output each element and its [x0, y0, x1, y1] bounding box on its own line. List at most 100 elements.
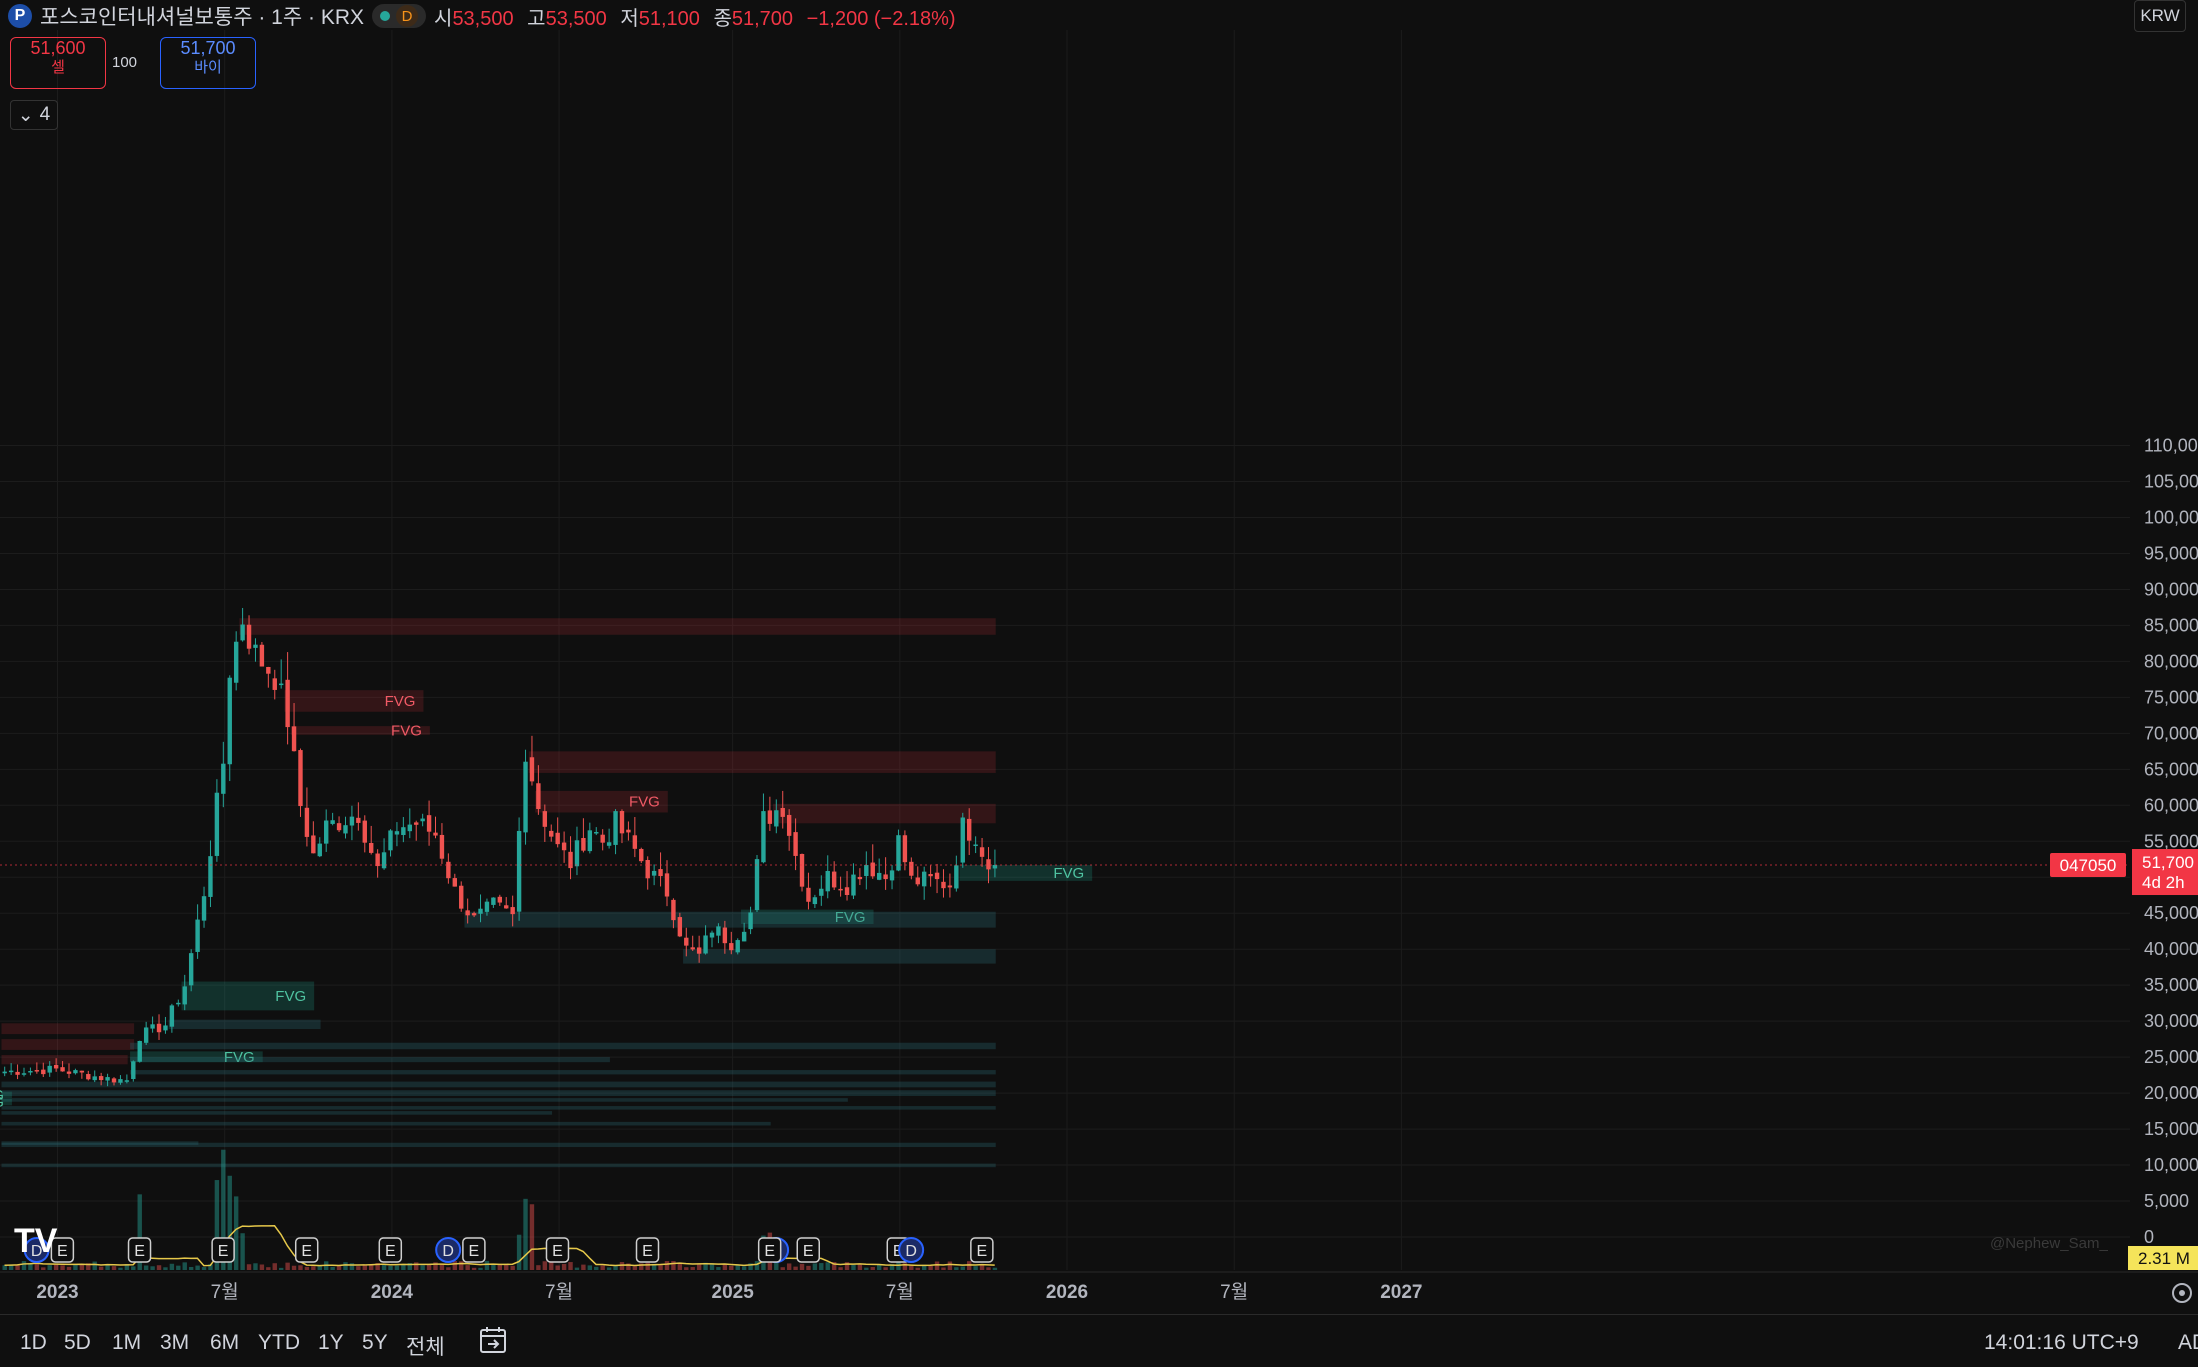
range-1m[interactable]: 1M: [112, 1331, 142, 1354]
volume-bar: [555, 1265, 560, 1270]
price-tick-label: 100,000: [2144, 508, 2198, 528]
volume-bar: [677, 1262, 683, 1270]
candle-body: [941, 881, 946, 889]
candle-body: [651, 870, 657, 876]
author-watermark: @Nephew_Sam_: [1990, 1235, 2108, 1252]
symbol-tag: [2050, 853, 2126, 878]
volume-bar: [433, 1262, 438, 1270]
candle-body: [375, 853, 380, 867]
ohlc-low: 51,100: [638, 7, 700, 30]
fvg-zone: [284, 690, 424, 712]
volume-bar: [510, 1265, 515, 1270]
fvg-zone: [528, 751, 996, 773]
candle-body: [446, 861, 451, 879]
volume-bar: [343, 1262, 348, 1270]
symbol-header[interactable]: P 포스코인터내셔널보통주 · 1주 · KRX D 시53,500 고53,5…: [8, 2, 964, 30]
volume-bar: [375, 1263, 380, 1270]
candle-body: [529, 757, 535, 782]
event-marker-label: E: [764, 1243, 775, 1260]
volume-bar: [606, 1267, 612, 1270]
earnings-marker: [462, 1237, 486, 1263]
volume-bar: [420, 1265, 425, 1270]
candle-body: [774, 810, 779, 827]
fvg-label: FVG: [0, 1087, 4, 1104]
sell-button[interactable]: 51,600 셀: [10, 37, 106, 89]
volume-bar: [793, 1266, 798, 1270]
candle-body: [664, 873, 670, 897]
candle-body: [696, 947, 702, 954]
chevron-down-icon: ⌄: [17, 104, 34, 126]
buy-button[interactable]: 51,700 바이: [160, 37, 256, 89]
candle-body: [915, 877, 920, 885]
candle-body: [420, 818, 425, 822]
candle-body: [330, 820, 335, 824]
candle-body: [954, 865, 959, 889]
volume-bar: [86, 1263, 91, 1270]
candle-body: [921, 871, 927, 887]
candle-body: [735, 940, 740, 953]
goto-date-icon[interactable]: [478, 1324, 510, 1356]
candle-body: [201, 896, 207, 921]
market-open-dot: [380, 11, 391, 21]
volume-bar: [471, 1267, 477, 1270]
volume-bar: [844, 1262, 850, 1270]
range-5d[interactable]: 5D: [64, 1331, 91, 1354]
clock[interactable]: 14:01:16 UTC+9: [1984, 1331, 2139, 1354]
range-6m[interactable]: 6M: [210, 1331, 240, 1354]
price-tick-label: 30,000: [2144, 1011, 2198, 1031]
indicators-toggle[interactable]: ⌄ 4: [10, 100, 58, 130]
volume-bar: [195, 1265, 200, 1270]
volume-bar: [414, 1262, 419, 1270]
volume-bar: [516, 1234, 522, 1270]
range-1d[interactable]: 1D: [20, 1331, 47, 1354]
range-all[interactable]: 전체: [406, 1336, 445, 1359]
candle-body: [960, 817, 965, 863]
candle-body: [92, 1076, 97, 1081]
candle-body: [156, 1023, 162, 1033]
volume-bar: [124, 1264, 130, 1270]
range-1y[interactable]: 1Y: [318, 1331, 344, 1354]
candle-body: [41, 1069, 46, 1075]
time-tick-label: 7월: [211, 1281, 239, 1303]
volume-bar: [278, 1267, 284, 1270]
currency-button[interactable]: KRW: [2134, 0, 2186, 32]
bar-countdown: 4d 2h: [2142, 873, 2185, 892]
volume-bar: [266, 1267, 271, 1270]
candle-body: [433, 832, 438, 836]
volume-bar: [131, 1266, 136, 1270]
volume-bar: [47, 1265, 52, 1270]
candle-body: [311, 835, 316, 854]
volume-bar: [317, 1266, 322, 1270]
range-3m[interactable]: 3M: [160, 1331, 190, 1354]
volume-bar: [407, 1262, 412, 1270]
volume-bar: [2, 1265, 7, 1270]
price-tick-label: 5,000: [2144, 1191, 2189, 1211]
fvg-zone: [1, 1090, 996, 1096]
candle-body: [414, 822, 419, 825]
fvg-zone: [464, 911, 996, 928]
volume-bar: [523, 1198, 528, 1270]
candle-body: [98, 1076, 104, 1081]
range-ytd[interactable]: YTD: [258, 1331, 300, 1354]
price-tick-label: 35,000: [2144, 975, 2198, 995]
volume-bar: [986, 1267, 991, 1270]
range-5y[interactable]: 5Y: [362, 1331, 388, 1354]
volume-bar: [92, 1261, 97, 1270]
adjust-toggle[interactable]: AD: [2178, 1331, 2198, 1354]
fvg-zones: FVGFVGFVGFVGFVGFVGFVGFVGFVG: [0, 618, 1093, 1168]
volume-bar: [227, 1175, 232, 1270]
market-status[interactable]: D: [372, 4, 427, 28]
event-marker-label: D: [31, 1243, 43, 1260]
candle-body: [645, 859, 650, 879]
symbol-title[interactable]: 포스코인터내셔널보통주 · 1주 · KRX: [40, 6, 365, 29]
volume-bar: [336, 1265, 342, 1270]
price-tick-label: 110,000: [2144, 436, 2198, 456]
ohlc-open-key: 시: [434, 7, 453, 30]
settings-gear-icon[interactable]: [2172, 1283, 2192, 1303]
candle-body: [195, 919, 200, 952]
volume-bar: [79, 1264, 85, 1270]
volume-bar: [658, 1265, 663, 1270]
order-quantity[interactable]: 100: [112, 54, 138, 71]
fvg-zone: [239, 618, 996, 635]
